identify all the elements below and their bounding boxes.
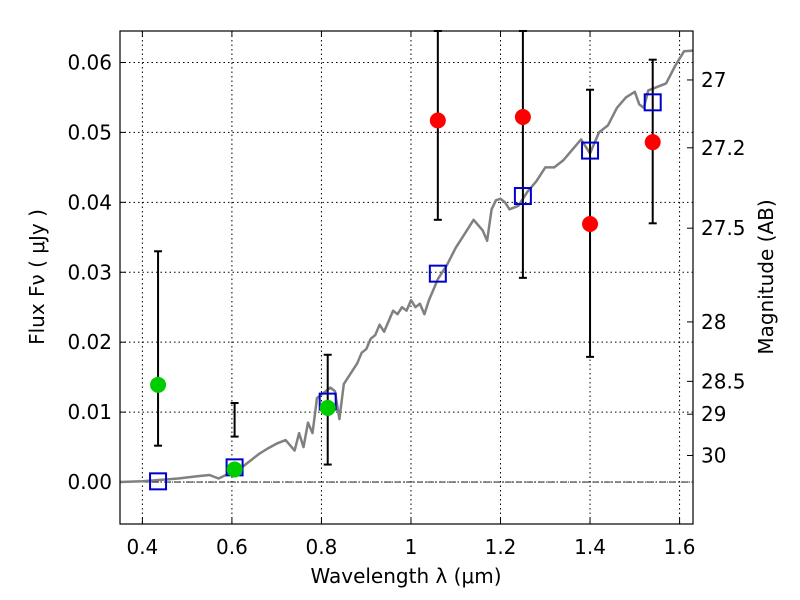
right-axis-tick-label: 27.2 <box>701 136 746 160</box>
model-spectrum <box>119 49 694 484</box>
observed-flux-point <box>319 399 336 416</box>
observed-flux-point <box>429 112 446 129</box>
error-bars <box>154 30 657 466</box>
model-spectrum-line <box>119 49 694 484</box>
grid <box>120 31 693 524</box>
right-axis-label: Magnitude (AB) <box>754 199 778 354</box>
right-axis-tick-label: 28 <box>701 310 726 334</box>
model-photometry-point <box>513 187 532 206</box>
x-tick-label: 0.8 <box>306 535 338 559</box>
tick-labels: 0.4 0.6 0.8 1 1.2 1.4 1.6 0.00 0.01 0.02 0.03 0.04 0… <box>67 50 745 559</box>
x-tick-label: 0.4 <box>126 535 158 559</box>
y-tick-label: 0.01 <box>67 400 112 424</box>
axis-ticks <box>120 31 693 524</box>
right-axis-tick-label: 28.5 <box>701 369 746 393</box>
right-axis-tick-label: 30 <box>701 443 726 467</box>
x-tick-label: 1.4 <box>574 535 606 559</box>
y-tick-label: 0.04 <box>67 190 112 214</box>
observed-flux-point <box>226 461 243 478</box>
observed-flux-point <box>150 376 167 393</box>
model-photometry-point <box>149 472 168 491</box>
x-tick-label: 1.2 <box>485 535 517 559</box>
y-tick-label: 0.00 <box>67 470 112 494</box>
right-axis-tick-label: 27 <box>701 68 726 92</box>
model-photometry-point <box>581 141 600 160</box>
y-tick-label: 0.05 <box>67 120 112 144</box>
y-axis-label: Flux Fν ( μJy ) <box>25 209 49 345</box>
observed-flux-point <box>514 109 531 126</box>
model-photometry-point <box>643 93 662 112</box>
right-axis-tick-label: 27.5 <box>701 216 746 240</box>
observed-flux-point <box>644 134 661 151</box>
right-axis-tick-label: 29 <box>701 402 726 426</box>
x-tick-label: 1.6 <box>664 535 696 559</box>
y-tick-label: 0.02 <box>67 330 112 354</box>
x-axis-label: Wavelength λ (μm) <box>310 564 501 588</box>
x-tick-label: 0.6 <box>216 535 248 559</box>
observed-flux-point <box>582 216 599 233</box>
x-tick-label: 1 <box>405 535 418 559</box>
y-tick-label: 0.06 <box>67 50 112 74</box>
model-photometry-point <box>428 264 447 283</box>
plot-frame <box>119 30 694 525</box>
y-tick-label: 0.03 <box>67 260 112 284</box>
data-markers <box>149 93 662 491</box>
